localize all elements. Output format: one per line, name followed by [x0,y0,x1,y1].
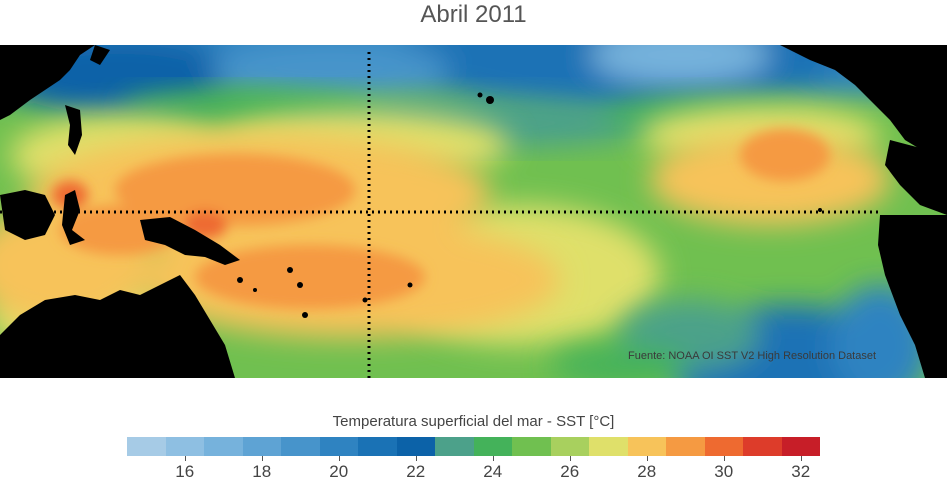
colorbar-tick-label: 16 [175,462,195,481]
colorbar-swatch [512,437,551,456]
colorbar-swatch [127,437,166,456]
colorbar-tick [569,456,571,461]
colorbar-tick [723,456,725,461]
land-new-guinea [140,217,240,265]
colorbar-swatch [165,437,204,456]
colorbar-swatch [704,437,743,456]
colorbar-tick-label: 20 [329,462,349,481]
colorbar-swatch [550,437,589,456]
colorbar-swatch [627,437,666,456]
colorbar-swatch [666,437,705,456]
colorbar-tick-label: 18 [252,462,272,481]
land-borneo [0,190,55,240]
colorbar-swatch [589,437,628,456]
warm-pool [52,129,830,309]
colorbar-tick [646,456,648,461]
colorbar-tick [415,456,417,461]
land-sulawesi [62,190,85,245]
colorbar-title: Temperatura superficial del mar - SST [°… [332,413,615,430]
colorbar-swatch [396,437,435,456]
colorbar-swatch [435,437,474,456]
colorbar-tick-label: 22 [406,462,426,481]
colorbar-tick-label: 26 [560,462,580,481]
colorbar-tick-label: 24 [483,462,503,481]
colorbar-swatch [242,437,281,456]
colorbar-swatch [473,437,512,456]
colorbar-tick [184,456,186,461]
land-philippines [65,105,82,155]
colorbar-swatch [781,437,820,456]
land-north-america [780,45,947,165]
colorbar-swatch [204,437,243,456]
colorbar-tick-label: 30 [714,462,734,481]
colorbar-swatch [319,437,358,456]
colorbar [127,437,820,456]
sst-map [0,45,947,378]
colorbar-swatch [281,437,320,456]
colorbar-swatch [358,437,397,456]
land-asia-north [0,45,95,120]
map-title: Abril 2011 [420,1,527,28]
land-japan [90,45,110,65]
colorbar-ticks: 16 18 20 22 24 26 28 30 32 [127,456,820,481]
colorbar-tick [338,456,340,461]
source-note: Fuente: NOAA OI SST V2 High Resolution D… [628,350,877,362]
colorbar-tick [492,456,494,461]
land [0,45,947,378]
land-central-america [885,140,947,215]
land-australia [0,275,235,378]
colorbar-tick [261,456,263,461]
colorbar-swatch [743,437,782,456]
colorbar-tick-label: 32 [791,462,811,481]
colorbar-tick-label: 28 [637,462,657,481]
colorbar-tick [800,456,802,461]
land-south-america [878,215,947,378]
